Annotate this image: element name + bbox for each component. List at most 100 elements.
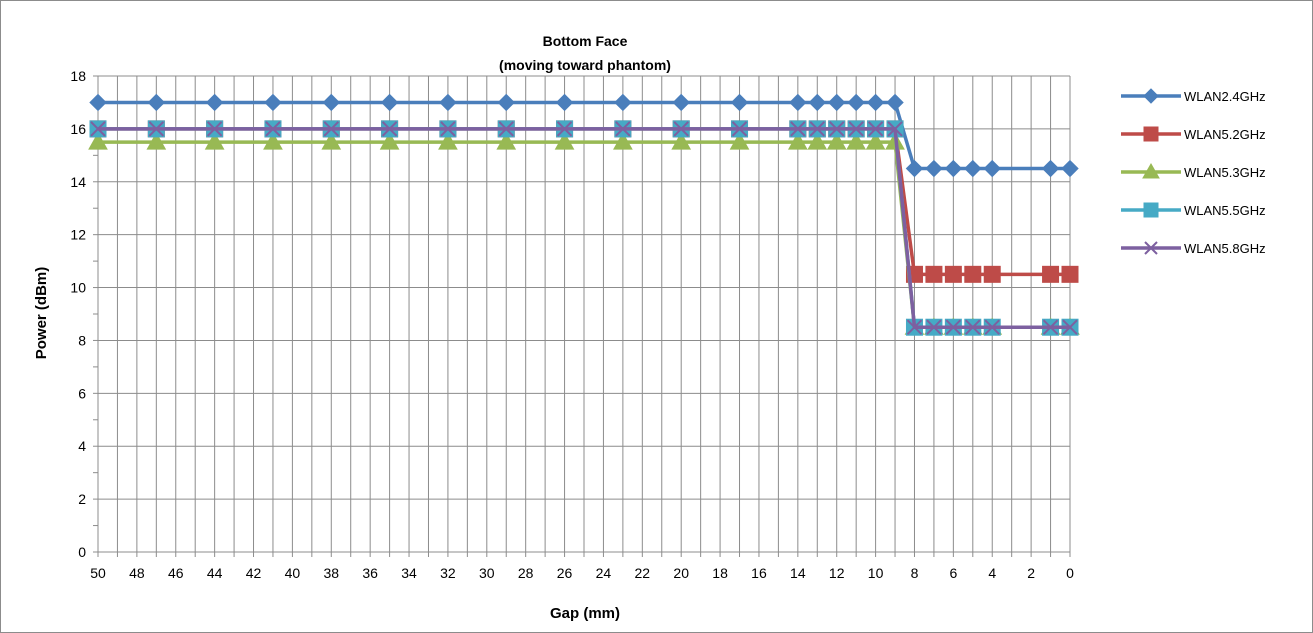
x-tick-label: 2 [1027,565,1035,581]
marker-stroke [1144,241,1158,255]
data-point [146,132,167,150]
data-point [1061,265,1079,283]
data-point [379,132,400,150]
x-tick-label: 10 [868,565,884,581]
data-point [826,132,847,150]
legend-label: WLAN2.4GHz [1184,89,1266,104]
marker-stroke [1042,319,1059,335]
data-point [496,132,517,150]
marker-stroke [848,121,864,137]
data-point [440,121,456,137]
data-point [964,159,982,178]
data-point [807,132,828,150]
data-point [945,319,962,335]
data-point [984,319,1000,335]
data-point [264,93,282,112]
y-tick-label: 8 [78,332,86,348]
marker-stroke [965,319,981,335]
x-tick-label: 44 [207,565,223,581]
data-point [556,121,573,137]
data-point [790,121,806,137]
marker-stroke [673,121,689,137]
data-point [323,121,339,137]
x-tick-label: 26 [557,565,573,581]
x-axis-ticks: 50 48 46 44 42 40 38 36 34 32 30 28 26 24 22 20 18 16 14 12… [90,565,1074,581]
y-tick-label: 4 [78,438,86,454]
marker-stroke [790,121,806,137]
data-point [729,132,750,150]
data-point [1042,265,1060,283]
data-point [1041,159,1060,178]
series-wlan5-8ghz [90,121,1078,335]
y-tick-label: 6 [78,385,86,401]
marker-stroke [615,121,631,137]
data-point [1061,159,1079,178]
marker-stroke [440,121,456,137]
data-point [1142,162,1160,179]
data-point [848,121,864,137]
data-point [847,93,865,112]
x-tick-label: 48 [129,565,145,581]
legend-entry: WLAN5.2GHz [1121,126,1266,142]
x-tick-label: 34 [401,565,417,581]
data-point [867,121,884,137]
series-wlan2-4ghz [89,93,1079,178]
marker-stroke [945,319,962,335]
x-tick-label: 18 [712,565,728,581]
data-point [498,121,514,137]
x-tick-label: 24 [596,565,612,581]
legend-label: WLAN5.2GHz [1184,127,1266,142]
marker-stroke [556,121,573,137]
data-point [90,121,106,137]
data-point [1143,88,1159,104]
series-group [88,93,1080,336]
data-point [380,93,399,112]
y-tick-label: 10 [70,280,86,296]
legend-entry: WLAN5.8GHz [1121,241,1266,256]
data-point [205,93,224,112]
x-tick-label: 40 [285,565,301,581]
data-point [866,93,885,112]
data-point [925,265,943,283]
marker-stroke [1062,319,1078,335]
data-point [886,93,904,112]
x-tick-label: 14 [790,565,806,581]
data-point [613,132,633,150]
legend-label: WLAN5.5GHz [1184,203,1266,218]
data-point [1042,319,1059,335]
x-tick-label: 42 [246,565,262,581]
data-point [88,132,108,150]
y-tick-label: 2 [78,491,86,507]
chart-subtitle: (moving toward phantom) [499,57,671,73]
marker-stroke [90,121,106,137]
x-tick-label: 46 [168,565,184,581]
data-point [497,93,515,112]
plot-grid [93,75,1071,557]
marker-stroke [323,121,339,137]
data-point [789,93,807,112]
y-axis-label: Power (dBm) [33,267,50,360]
data-point [672,93,690,112]
marker-stroke [984,319,1000,335]
data-point [322,93,340,112]
data-point [147,93,166,112]
marker-stroke [731,121,748,137]
marker-stroke [498,121,514,137]
x-tick-label: 0 [1066,565,1074,581]
x-tick-label: 32 [440,565,456,581]
chart-title: Bottom Face [543,33,628,49]
data-point [1062,319,1078,335]
data-point [944,265,962,283]
x-tick-label: 22 [635,565,651,581]
x-axis-label: Gap (mm) [550,605,620,622]
y-tick-label: 16 [70,121,86,137]
y-tick-label: 12 [70,227,86,243]
data-point [925,159,943,178]
data-point [321,132,342,150]
data-point [89,93,107,112]
data-point [906,319,923,335]
data-point [1143,202,1159,218]
data-point [614,93,632,112]
data-point [204,132,225,150]
